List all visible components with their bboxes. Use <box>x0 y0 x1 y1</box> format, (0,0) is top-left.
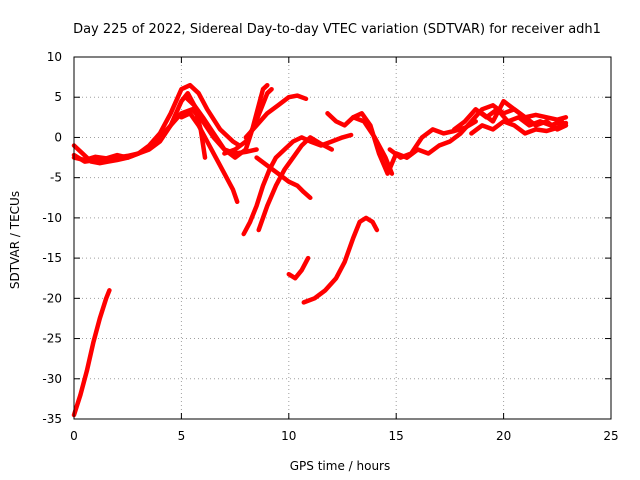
series-arc11 <box>243 93 309 140</box>
y-tick-label: -15 <box>42 251 62 265</box>
y-tick-label: 0 <box>54 130 62 144</box>
x-axis-label: GPS time / hours <box>290 459 391 473</box>
chart-title: Day 225 of 2022, Sidereal Day-to-day VTE… <box>73 22 601 37</box>
x-tick-label: 5 <box>178 429 186 443</box>
y-axis-label: SDTVAR / TECUs <box>8 191 22 289</box>
series-arc8 <box>241 132 354 237</box>
x-tick-label: 10 <box>281 429 296 443</box>
series-arc20 <box>479 98 569 132</box>
series-arc5 <box>179 111 240 205</box>
series-arc9 <box>256 135 335 233</box>
series-arc14 <box>325 111 420 176</box>
y-tick-label: -35 <box>42 412 62 426</box>
y-tick-label: -30 <box>42 372 62 386</box>
series-arc6 <box>183 82 270 160</box>
y-tick-label: -10 <box>42 211 62 225</box>
y-tick-label: 5 <box>54 90 62 104</box>
series-arc1 <box>71 288 112 418</box>
grid-layer <box>74 57 611 419</box>
y-tick-label: -25 <box>42 332 62 346</box>
series-arc17 <box>404 103 569 160</box>
series-arc12 <box>286 255 311 281</box>
plot-frame <box>73 56 612 420</box>
x-tick-label: 0 <box>70 429 78 443</box>
series-arc19 <box>469 119 569 136</box>
series-arc15 <box>350 115 395 176</box>
x-tick-label: 20 <box>496 429 511 443</box>
x-tick-label: 15 <box>389 429 404 443</box>
y-tick-label: -20 <box>42 291 62 305</box>
y-tick-label: 10 <box>47 50 62 64</box>
y-tick-label: -5 <box>50 171 62 185</box>
tick-layer: 0 5 10 15 20 25 10 5 0 -5 -10 -15 -20 -25 -30 -35 <box>42 50 618 443</box>
series-arc16 <box>387 119 478 160</box>
series-arc13 <box>301 215 380 305</box>
x-tick-label: 25 <box>603 429 618 443</box>
series-layer <box>71 82 569 418</box>
series-arc10 <box>254 155 313 201</box>
